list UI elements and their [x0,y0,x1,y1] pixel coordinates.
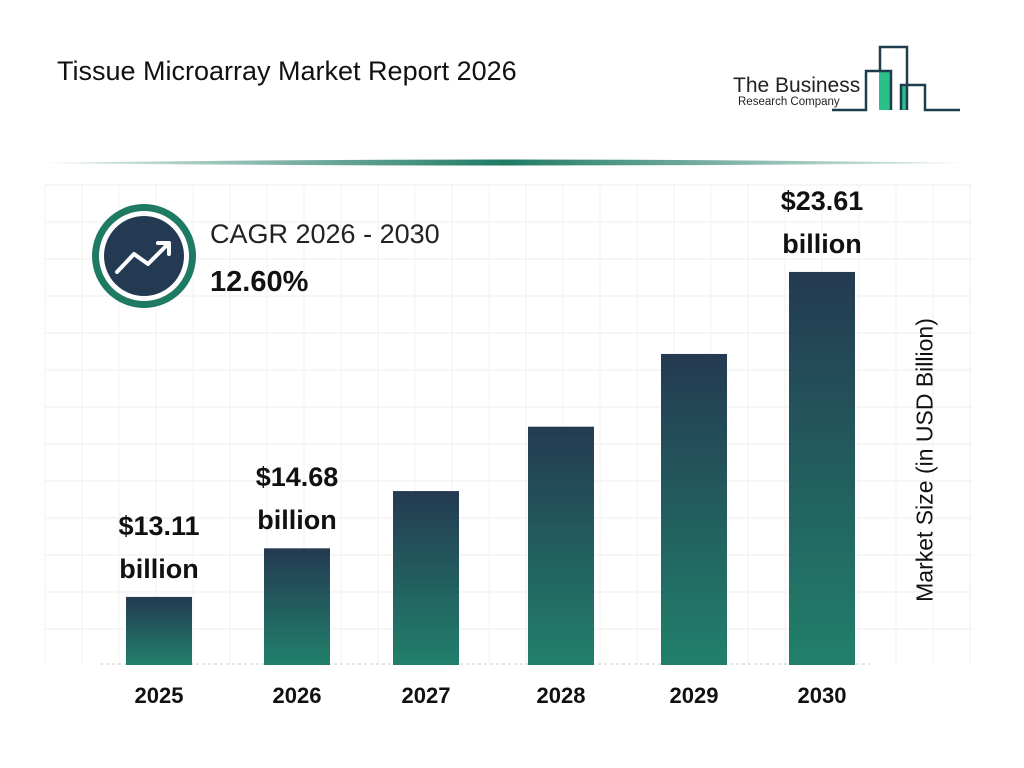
bar-2028 [528,426,594,665]
data-label-value: $14.68 [255,462,339,493]
logo-graphic [832,45,960,112]
y-axis-label: Market Size (in USD Billion) [911,318,938,602]
data-label-unit: billion [257,505,337,536]
cagr-icon [92,204,196,308]
logo-text-line2: Research Company [738,96,840,108]
x-tick-label: 2029 [669,683,719,708]
data-label-value: $23.61 [780,185,864,216]
bar-2027 [393,491,459,665]
data-label-value: $13.11 [118,510,200,541]
bar-2025 [126,596,192,665]
page-title: Tissue Microarray Market Report 2026 [57,56,517,86]
x-tick-label: 2027 [401,683,451,708]
header-divider [40,159,968,166]
bar-2029 [661,353,727,665]
bar-2026 [264,548,330,665]
logo-text-line1: The Business [733,74,861,97]
cagr-label: CAGR 2026 - 2030 [210,219,440,249]
data-label-unit: billion [119,553,199,584]
trend-up-arrow-icon [115,242,170,274]
data-label: $23.61 billion [742,180,902,266]
x-tick-label: 2028 [536,683,586,708]
cagr-value: 12.60% [210,266,309,298]
data-label: $13.11 billion [79,505,239,591]
data-label-unit: billion [782,228,862,259]
x-tick-label: 2026 [272,683,322,708]
bar-2030 [789,271,855,665]
data-label: $14.68 billion [217,456,377,542]
x-tick-label: 2025 [134,683,184,708]
x-tick-label: 2030 [797,683,847,708]
